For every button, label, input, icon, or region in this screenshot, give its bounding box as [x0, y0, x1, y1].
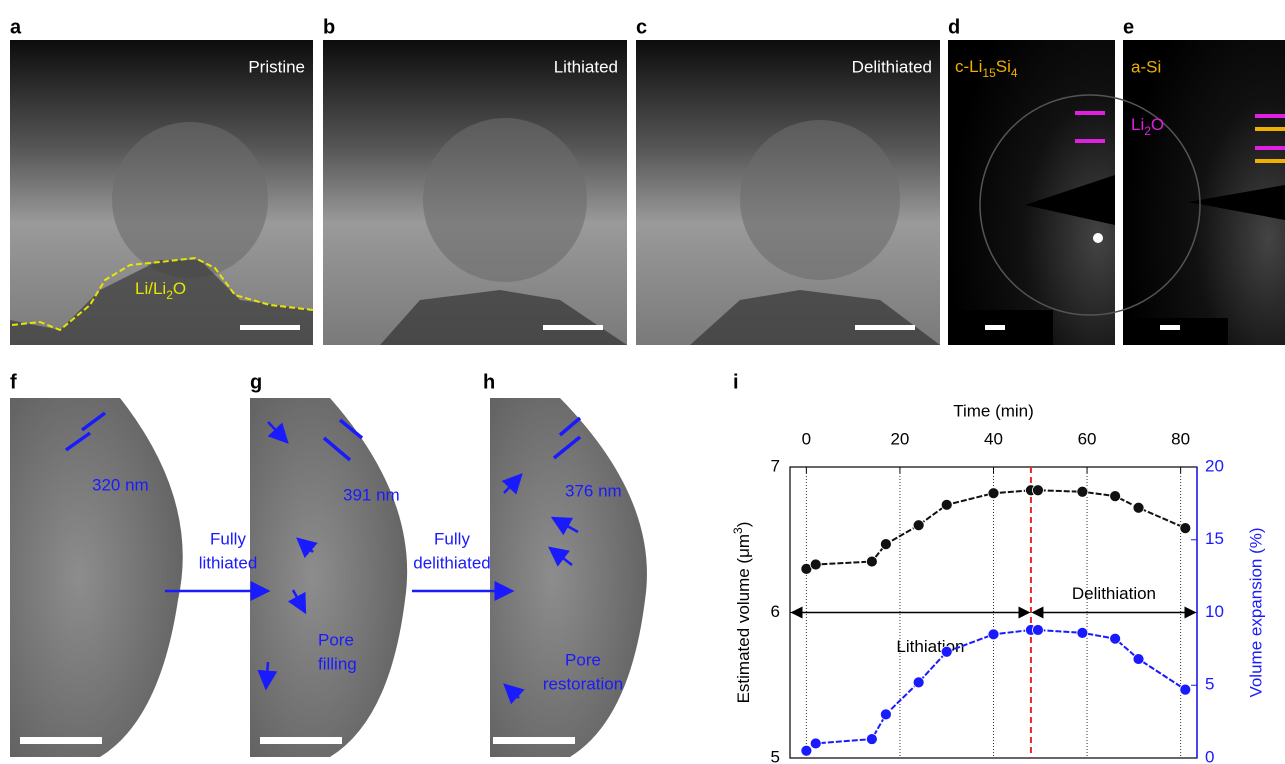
- y2-tick-label: 20: [1205, 456, 1224, 475]
- data-point: [1180, 523, 1191, 534]
- data-point: [941, 499, 952, 510]
- y2-tick-label: 15: [1205, 529, 1224, 548]
- data-point: [1110, 633, 1121, 644]
- figure: a b c d e f g h i Pristine Lithiated Delithiated Li/…: [0, 0, 1285, 764]
- y-axis-title-part: Estimated volume (μm: [734, 534, 753, 703]
- y2-tick-label: 10: [1205, 602, 1224, 621]
- step-label: lithiated: [199, 553, 258, 572]
- panel-label: g: [250, 371, 262, 393]
- data-point: [880, 539, 891, 550]
- x-tick-label: 0: [802, 429, 811, 448]
- thickness-label: 376 nm: [565, 481, 622, 500]
- phase-label-part: Si: [996, 57, 1011, 76]
- data-point: [801, 745, 812, 756]
- data-point: [1077, 627, 1088, 638]
- panel-label: i: [733, 371, 739, 393]
- y2-axis-title: Volume expansion (%): [1246, 527, 1265, 697]
- step-label: delithiated: [413, 553, 491, 572]
- panel-label: d: [948, 16, 960, 38]
- phase-label-part: 4: [1011, 66, 1018, 80]
- data-point: [913, 520, 924, 531]
- data-point: [913, 677, 924, 688]
- x-tick-label: 20: [890, 429, 909, 448]
- data-point: [810, 738, 821, 749]
- micrographs: [10, 40, 1285, 757]
- interface-label-part: O: [173, 279, 186, 298]
- y-tick-label: 7: [771, 456, 780, 475]
- data-point: [866, 556, 877, 567]
- x-tick-label: 80: [1171, 429, 1190, 448]
- step-label: Fully: [434, 529, 470, 548]
- y-axis-title: Estimated volume (μm3): [731, 522, 753, 704]
- x-tick-label: 60: [1078, 429, 1097, 448]
- note-label: Pore: [318, 630, 354, 649]
- y-axis-title-part: ): [734, 522, 753, 528]
- annotation: Delithiation: [1072, 584, 1156, 603]
- panel-label: b: [323, 16, 335, 38]
- data-point: [988, 629, 999, 640]
- x-tick-label: 40: [984, 429, 1003, 448]
- phase-label-part: O: [1151, 115, 1164, 134]
- data-point: [1180, 684, 1191, 695]
- phase-label-part: c-Li: [955, 57, 982, 76]
- image-label: Pristine: [248, 57, 305, 76]
- thickness-label: 320 nm: [92, 475, 149, 494]
- panel-label: c: [636, 16, 647, 38]
- x-axis-title: Time (min): [953, 401, 1034, 420]
- panel-label: f: [10, 371, 17, 393]
- thickness-label: 391 nm: [343, 485, 400, 504]
- data-point: [941, 646, 952, 657]
- data-point: [1133, 654, 1144, 665]
- step-label: Fully: [210, 529, 246, 548]
- interface-label-part: Li/Li: [135, 279, 166, 298]
- data-point: [1032, 485, 1043, 496]
- note-label: filling: [318, 654, 357, 673]
- data-point: [1133, 502, 1144, 513]
- image-label: Delithiated: [852, 57, 932, 76]
- phase-label-part: Li: [1131, 115, 1144, 134]
- y2-tick-label: 5: [1205, 675, 1214, 694]
- panel-label: h: [483, 371, 495, 393]
- note-label: Pore: [565, 650, 601, 669]
- phase-label: a-Si: [1131, 57, 1161, 76]
- y-tick-label: 6: [771, 602, 780, 621]
- data-point: [1032, 624, 1043, 635]
- panel-label: e: [1123, 16, 1134, 38]
- annotation: Lithiation: [896, 637, 964, 656]
- image-label: Lithiated: [554, 57, 618, 76]
- panel-label: a: [10, 16, 22, 38]
- data-point: [988, 488, 999, 499]
- data-point: [1077, 486, 1088, 497]
- data-point: [1110, 491, 1121, 502]
- series-line: [806, 490, 1185, 569]
- data-point: [880, 709, 891, 720]
- phase-label-part: 15: [982, 66, 996, 80]
- y-tick-label: 5: [771, 747, 780, 764]
- note-label: restoration: [543, 674, 623, 693]
- data-point: [810, 559, 821, 570]
- data-point: [866, 734, 877, 745]
- series-line: [806, 630, 1185, 751]
- y2-tick-label: 0: [1205, 747, 1214, 764]
